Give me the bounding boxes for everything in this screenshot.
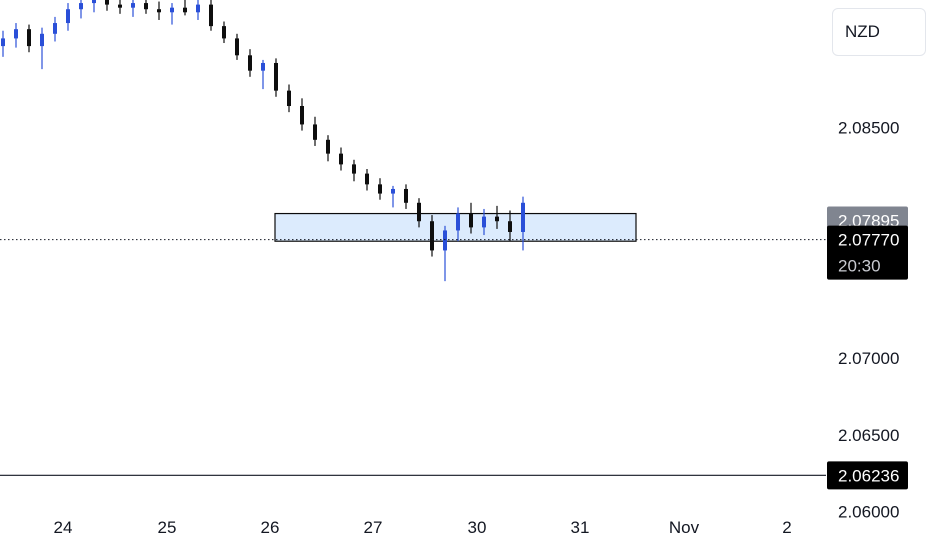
currency-label: NZD [845,22,880,41]
y-tick-label: 2.06000 [838,503,899,522]
candle-body [131,3,135,8]
x-tick-label: 24 [54,518,73,537]
support-zone-layer [274,212,637,242]
candle-body [92,0,96,4]
candle-body [144,3,148,10]
candle-body [287,90,291,107]
candle-body [53,23,57,34]
candle-body [209,4,213,27]
y-tick-label: 2.07000 [838,349,899,368]
x-tick-label: Nov [669,518,700,537]
candle-body [14,29,18,39]
candle-body [430,221,434,251]
candle-body [1,38,5,47]
candle-body [495,216,499,222]
candle-body [261,62,265,71]
candle-body [196,4,200,13]
level-price-label: 2.06236 [838,466,899,485]
x-tick-label: 2 [782,518,791,537]
candle-body [105,0,109,5]
candle-body [313,124,317,140]
countdown-label: 20:30 [838,257,881,276]
candle-body [274,62,278,91]
candle-body [521,202,525,232]
y-tick-label: 2.08500 [838,119,899,138]
x-tick-label: 26 [261,518,280,537]
candle-body [248,55,252,71]
axes-layer: 2.08500 2.07000 2.06500 2.06000 24 25 26 27 30 31… [54,119,908,537]
candle-body [404,188,408,203]
candle-body [417,202,421,222]
candle-body [456,213,460,231]
candle-body [118,4,122,8]
candle-body [157,9,161,13]
candle-body [300,106,304,125]
candle-body [378,184,382,194]
candle-body [170,7,174,13]
candle-body [66,9,70,24]
x-tick-label: 30 [468,518,487,537]
candle-body [391,188,395,194]
candle-body [183,7,187,13]
current-price-label-bg [827,225,908,280]
candle-body [443,230,447,251]
candle-body [222,26,226,39]
candle-body [508,221,512,232]
candle-body [235,38,239,56]
y-tick-label: 2.06500 [838,426,899,445]
candle-body [40,33,44,47]
currency-button[interactable]: NZD [832,8,926,56]
x-tick-label: 27 [364,518,383,537]
candle-body [27,29,31,47]
x-tick-label: 25 [158,518,177,537]
x-tick-label: 31 [571,518,590,537]
level-price-label-bg [827,461,908,490]
price-lines-layer [0,239,826,476]
candle-body [482,216,486,228]
candle-body [339,153,343,165]
candle-body [365,173,369,185]
candle-body [326,139,330,154]
current-price-label: 2.07770 [838,231,899,250]
support-zone-rect [274,212,637,242]
candle-body [469,213,473,228]
candle-body [79,3,83,10]
candle-body [352,164,356,174]
candles-layer [1,0,525,282]
